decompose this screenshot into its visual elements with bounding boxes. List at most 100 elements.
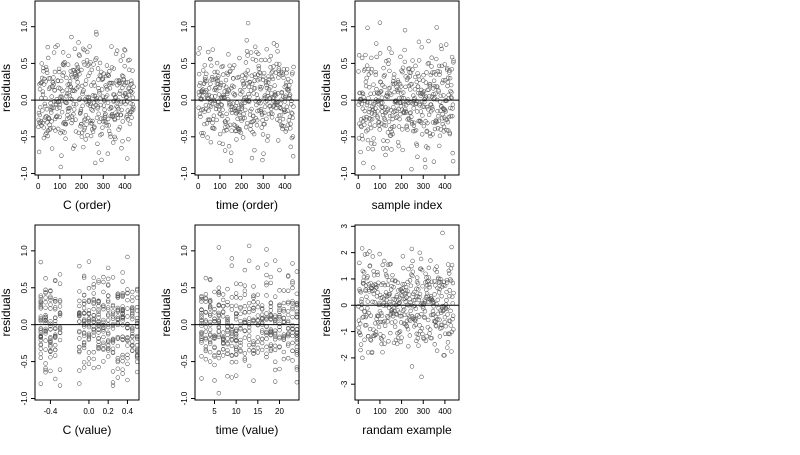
data-point-314 xyxy=(104,73,109,79)
data-point-94 xyxy=(251,295,256,300)
data-point-362 xyxy=(114,78,119,83)
data-point-162 xyxy=(71,112,76,117)
data-point-434 xyxy=(450,294,455,299)
data-point-55 xyxy=(367,100,373,105)
data-point-173 xyxy=(86,286,92,291)
data-point-28 xyxy=(202,121,207,127)
data-point-261 xyxy=(412,128,417,134)
data-point-318 xyxy=(104,93,110,98)
data-point-339 xyxy=(429,55,434,60)
data-point-421 xyxy=(447,68,452,73)
data-point-206 xyxy=(240,116,246,121)
data-point-136 xyxy=(385,94,390,100)
data-point-19 xyxy=(360,90,365,95)
data-point-264 xyxy=(413,317,418,322)
data-point-400 xyxy=(96,304,101,309)
data-point-3 xyxy=(356,136,362,141)
data-point-378 xyxy=(110,380,116,385)
data-point-162 xyxy=(231,76,236,81)
data-point-383 xyxy=(106,298,111,303)
data-point-26 xyxy=(41,135,47,141)
data-point-132 xyxy=(64,87,70,92)
data-point-66 xyxy=(86,324,92,330)
data-point-205 xyxy=(400,282,405,287)
data-point-132 xyxy=(384,146,390,151)
data-point-229 xyxy=(405,312,411,317)
data-point-92 xyxy=(38,259,43,265)
data-point-106 xyxy=(59,78,64,84)
data-point-200 xyxy=(86,311,92,316)
data-point-348 xyxy=(431,304,436,309)
data-point-151 xyxy=(388,311,394,316)
data-point-44 xyxy=(365,299,370,304)
data-point-254 xyxy=(251,113,256,118)
data-point-122 xyxy=(222,89,227,94)
data-point-412 xyxy=(445,83,450,89)
data-point-428 xyxy=(288,79,294,84)
data-point-73 xyxy=(371,273,377,278)
data-point-396 xyxy=(441,124,447,129)
data-point-124 xyxy=(268,308,274,313)
data-point-271 xyxy=(94,115,100,121)
data-point-218 xyxy=(403,288,408,293)
data-point-312 xyxy=(48,321,53,326)
data-point-335 xyxy=(428,72,434,78)
data-point-199 xyxy=(251,284,256,289)
data-point-202 xyxy=(229,375,235,380)
data-point-33 xyxy=(43,96,48,101)
data-point-119 xyxy=(221,128,227,134)
data-point-235 xyxy=(406,117,412,122)
data-points xyxy=(356,230,456,379)
data-point-80 xyxy=(213,86,218,91)
data-point-73 xyxy=(371,91,377,96)
data-points xyxy=(199,243,300,396)
data-point-170 xyxy=(101,347,106,352)
x-tick-label: 20 xyxy=(275,407,284,416)
data-point-227 xyxy=(405,127,410,132)
data-point-366 xyxy=(275,49,280,54)
data-point-97 xyxy=(217,107,222,112)
y-tick-label: -0.5 xyxy=(180,354,189,368)
data-point-138 xyxy=(385,106,391,112)
data-point-80 xyxy=(225,341,230,346)
data-point-422 xyxy=(48,295,53,301)
data-point-300 xyxy=(421,78,426,83)
data-point-348 xyxy=(115,293,120,299)
data-point-431 xyxy=(449,244,454,250)
data-point-122 xyxy=(207,319,213,325)
data-point-120 xyxy=(382,258,387,264)
data-point-220 xyxy=(83,112,89,118)
data-point-158 xyxy=(70,88,75,94)
data-point-62 xyxy=(369,66,374,72)
data-point-96 xyxy=(376,324,382,330)
data-point-421 xyxy=(199,336,204,341)
data-point-303 xyxy=(233,352,239,357)
data-point-179 xyxy=(234,100,240,105)
data-point-374 xyxy=(117,81,122,86)
data-point-114 xyxy=(220,63,226,69)
data-point-182 xyxy=(229,360,235,365)
data-point-145 xyxy=(91,275,96,280)
data-point-127 xyxy=(223,121,228,126)
data-point-364 xyxy=(434,348,440,353)
data-point-256 xyxy=(242,317,248,323)
data-point-215 xyxy=(82,126,88,131)
data-point-351 xyxy=(53,347,58,353)
data-point-302 xyxy=(272,313,278,318)
data-point-3 xyxy=(356,318,362,323)
data-point-96 xyxy=(56,66,62,72)
data-point-293 xyxy=(259,125,264,130)
data-point-131 xyxy=(224,111,229,117)
data-point-387 xyxy=(279,123,285,129)
data-point-321 xyxy=(425,61,430,66)
data-point-59 xyxy=(48,107,54,113)
y-tick-label: 1.0 xyxy=(20,21,29,33)
data-point-316 xyxy=(216,285,222,290)
data-point-439 xyxy=(451,60,456,65)
data-point-436 xyxy=(450,150,455,156)
data-point-86 xyxy=(106,313,111,318)
data-point-266 xyxy=(253,115,259,121)
data-point-78 xyxy=(212,94,218,99)
data-point-300 xyxy=(421,335,426,340)
data-point-223 xyxy=(84,122,89,127)
